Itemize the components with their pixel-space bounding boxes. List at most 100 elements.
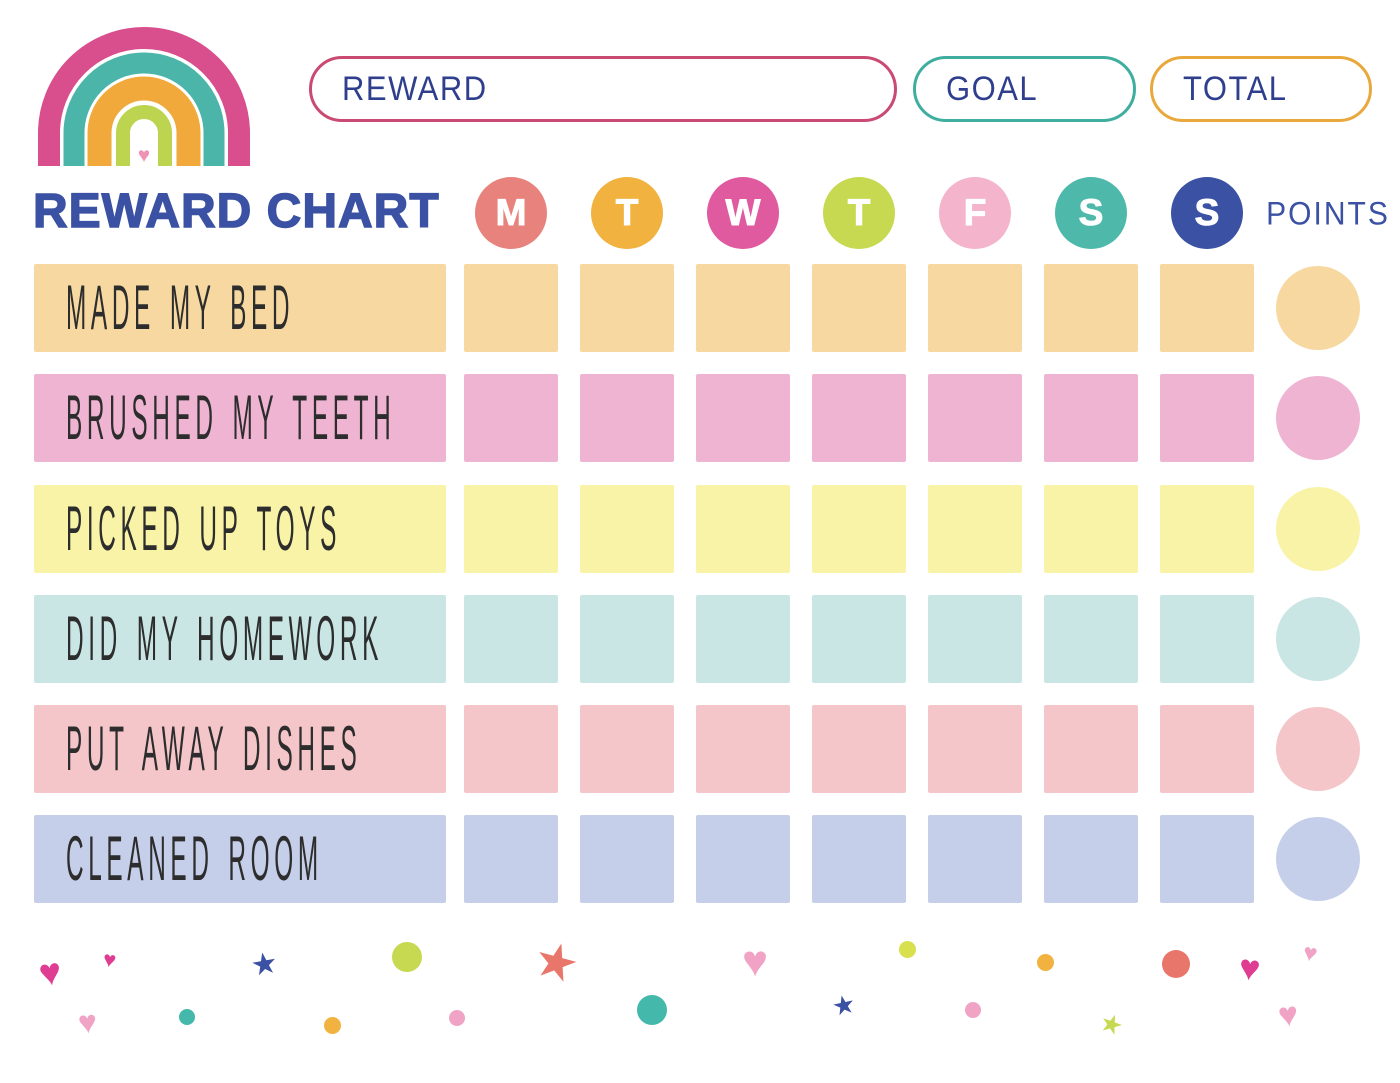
decor-star-icon: ★ [527, 929, 586, 995]
day-cell-fri[interactable] [928, 485, 1022, 573]
table-row: PICKED UP TOYS [34, 485, 1366, 573]
day-cell-wed[interactable] [696, 485, 790, 573]
day-cell-tue[interactable] [580, 485, 674, 573]
decor-heart-icon: ♥ [1236, 945, 1263, 990]
day-cell-wed[interactable] [696, 264, 790, 352]
day-header-wednesday: W [707, 177, 779, 249]
day-cell-fri[interactable] [928, 815, 1022, 903]
day-cell-sun[interactable] [1160, 595, 1254, 683]
reward-field-label: REWARD [342, 68, 488, 109]
task-label-cell: BRUSHED MY TEETH [34, 374, 446, 462]
decor-heart-icon: ♥ [1300, 938, 1320, 969]
task-label-cell: MADE MY BED [34, 264, 446, 352]
day-cell-fri[interactable] [928, 705, 1022, 793]
day-cell-sun[interactable] [1160, 374, 1254, 462]
task-label-cell: CLEANED ROOM [34, 815, 446, 903]
day-cell-sun[interactable] [1160, 264, 1254, 352]
day-cell-wed[interactable] [696, 705, 790, 793]
day-cell-wed[interactable] [696, 815, 790, 903]
table-row: BRUSHED MY TEETH [34, 374, 1366, 462]
decor-dot [965, 1002, 981, 1018]
points-circle[interactable] [1276, 266, 1360, 350]
day-cell-thu[interactable] [812, 264, 906, 352]
points-circle[interactable] [1276, 597, 1360, 681]
day-header-tuesday: T [591, 177, 663, 249]
decor-dot [1162, 950, 1190, 978]
points-circle[interactable] [1276, 817, 1360, 901]
decor-dot [179, 1009, 195, 1025]
decor-dot [1037, 954, 1054, 971]
decor-dot [324, 1017, 341, 1034]
points-circle[interactable] [1276, 376, 1360, 460]
day-cell-fri[interactable] [928, 374, 1022, 462]
day-letter: M [495, 192, 527, 234]
day-header-saturday: S [1055, 177, 1127, 249]
decor-dot [392, 942, 422, 972]
decor-dot [637, 995, 667, 1025]
day-cell-fri[interactable] [928, 264, 1022, 352]
day-cell-sat[interactable] [1044, 705, 1138, 793]
day-cell-mon[interactable] [464, 595, 558, 683]
page-title: REWARD CHART [32, 184, 440, 238]
rainbow-arc-pink [38, 27, 250, 166]
day-cell-thu[interactable] [812, 595, 906, 683]
day-cell-tue[interactable] [580, 264, 674, 352]
day-letter: W [725, 192, 761, 234]
day-cell-sun[interactable] [1160, 705, 1254, 793]
decor-heart-icon: ♥ [1276, 995, 1301, 1035]
day-cell-thu[interactable] [812, 705, 906, 793]
day-cell-thu[interactable] [812, 485, 906, 573]
task-label: DID MY HOMEWORK [66, 603, 384, 674]
reward-field[interactable]: REWARD [309, 56, 897, 122]
day-cell-sun[interactable] [1160, 485, 1254, 573]
task-label-cell: PICKED UP TOYS [34, 485, 446, 573]
rainbow-arc-lime [116, 105, 172, 166]
day-cell-sat[interactable] [1044, 264, 1138, 352]
day-cell-thu[interactable] [812, 815, 906, 903]
day-header-sunday: S [1171, 177, 1243, 249]
decor-star-icon: ★ [1095, 1005, 1128, 1043]
table-row: PUT AWAY DISHES [34, 705, 1366, 793]
table-row: MADE MY BED [34, 264, 1366, 352]
day-cell-mon[interactable] [464, 264, 558, 352]
day-header-friday: F [939, 177, 1011, 249]
day-cell-thu[interactable] [812, 374, 906, 462]
table-row: CLEANED ROOM [34, 815, 1366, 903]
day-cell-sat[interactable] [1044, 374, 1138, 462]
day-cell-wed[interactable] [696, 595, 790, 683]
day-cell-mon[interactable] [464, 374, 558, 462]
day-letter: F [963, 192, 987, 234]
day-letter: T [615, 192, 639, 234]
points-circle[interactable] [1276, 487, 1360, 571]
day-letter: S [1078, 192, 1104, 234]
decor-dot [899, 941, 916, 958]
day-cell-mon[interactable] [464, 485, 558, 573]
goal-field-label: GOAL [946, 68, 1039, 109]
task-label-cell: PUT AWAY DISHES [34, 705, 446, 793]
task-label: PUT AWAY DISHES [66, 713, 362, 784]
points-column-header: POINTS [1266, 196, 1390, 233]
day-cell-tue[interactable] [580, 374, 674, 462]
decor-star-icon: ★ [248, 945, 281, 984]
day-cell-sat[interactable] [1044, 595, 1138, 683]
decor-star-icon: ★ [829, 987, 859, 1023]
rainbow-arc-orange [87, 76, 201, 166]
day-cell-sat[interactable] [1044, 815, 1138, 903]
decor-heart-icon: ♥ [742, 937, 769, 986]
day-cell-fri[interactable] [928, 595, 1022, 683]
goal-field[interactable]: GOAL [913, 56, 1136, 122]
day-cell-mon[interactable] [464, 705, 558, 793]
total-field[interactable]: TOTAL [1150, 56, 1372, 122]
decor-dot [449, 1010, 465, 1026]
day-cell-tue[interactable] [580, 595, 674, 683]
task-label-cell: DID MY HOMEWORK [34, 595, 446, 683]
rainbow-arc-teal [63, 52, 225, 166]
points-circle[interactable] [1276, 707, 1360, 791]
day-cell-tue[interactable] [580, 815, 674, 903]
day-cell-sun[interactable] [1160, 815, 1254, 903]
day-cell-mon[interactable] [464, 815, 558, 903]
task-label: CLEANED ROOM [66, 823, 323, 894]
day-cell-sat[interactable] [1044, 485, 1138, 573]
day-cell-tue[interactable] [580, 705, 674, 793]
day-cell-wed[interactable] [696, 374, 790, 462]
